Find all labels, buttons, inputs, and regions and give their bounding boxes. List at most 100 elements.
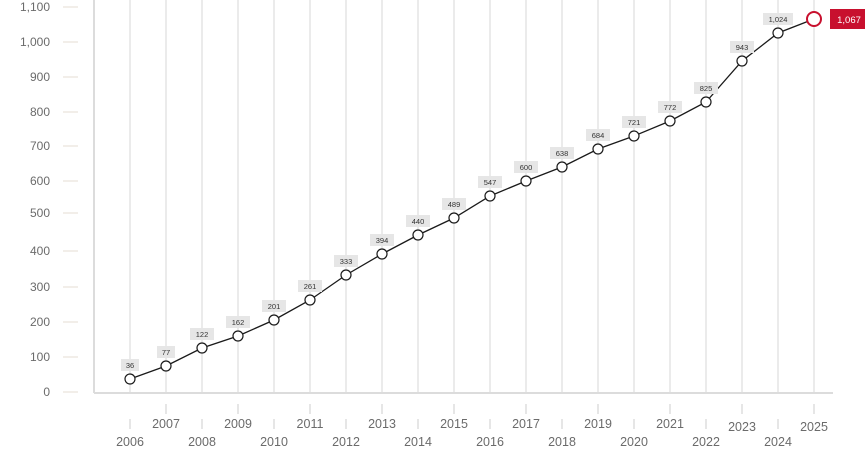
data-label-box [730,41,754,53]
vertical-gridlines [129,0,815,392]
x-tick-label: 2024 [764,435,792,449]
data-label: 600 [520,163,533,172]
data-label-box [658,101,682,113]
x-tick-label: 2023 [728,420,756,434]
data-label-box [514,161,538,173]
y-tick-label: 800 [30,105,50,119]
data-label: 261 [304,282,317,291]
data-point-marker [376,248,388,260]
data-label-box [370,234,394,246]
x-tick-label: 2006 [116,435,144,449]
data-point-marker [412,229,424,241]
data-label-box [226,316,250,328]
x-tick-label: 2025 [800,420,828,434]
data-point-marker [556,161,568,173]
y-tick-label: 700 [30,139,50,153]
data-label-box [478,176,502,188]
data-label: 547 [484,178,497,187]
data-point-marker [448,212,460,224]
data-point-marker [520,175,532,187]
x-tick-label: 2007 [152,417,180,431]
data-point-marker [664,115,676,127]
data-point-marker [340,269,352,281]
data-point-marker [232,330,244,342]
data-point-marker [124,373,136,385]
data-label-box [622,116,646,128]
data-point-marker [772,27,784,39]
y-tick-label: 0 [43,385,50,399]
y-tick-label: 600 [30,174,50,188]
data-label: 440 [412,217,425,226]
x-tick-label: 2021 [656,417,684,431]
y-tick-label: 100 [30,350,50,364]
y-axis: 1,100 1,000 900 800 700 600 500 400 300 200 100 0 [20,0,78,399]
data-point-marker [592,143,604,155]
x-tick-label: 2020 [620,435,648,449]
x-tick-label: 2017 [512,417,540,431]
data-label: 122 [196,330,209,339]
data-label: 489 [448,200,461,209]
data-label: 77 [162,348,170,357]
x-tick-label: 2012 [332,435,360,449]
highlight-marker [806,11,822,27]
data-label: 201 [268,302,281,311]
y-tick-label: 1,000 [20,35,50,49]
data-label-box [121,359,139,371]
data-label: 721 [628,118,641,127]
data-label: 394 [376,236,389,245]
data-point-marker [160,360,172,372]
x-tick-label: 2016 [476,435,504,449]
data-label-box [157,346,175,358]
data-label: 333 [340,257,353,266]
y-tick-label: 400 [30,244,50,258]
data-label-box [586,129,610,141]
y-tick-label: 900 [30,70,50,84]
data-label: 638 [556,149,569,158]
data-label: 825 [700,84,713,93]
data-label: 684 [592,131,605,140]
data-point-marker [628,130,640,142]
x-tick-label: 2015 [440,417,468,431]
data-label-box [190,328,214,340]
data-label-box [694,82,718,94]
highlight-label: 1,067 [837,15,861,26]
data-point-marker [736,55,748,67]
y-tick-label: 500 [30,206,50,220]
x-tick-label: 2018 [548,435,576,449]
data-point-marker [700,96,712,108]
data-label: 36 [126,361,134,370]
data-labels: 36 77 122 162 201 261 333 394 440 489 547 600 638 684… [121,9,865,371]
data-label-box [262,300,286,312]
y-tick-label: 200 [30,315,50,329]
x-tick-label: 2010 [260,435,288,449]
data-label: 772 [664,103,677,112]
y-tick-label: 1,100 [20,0,50,14]
data-label-box [550,147,574,159]
data-point-marker [484,190,496,202]
data-label-box [334,255,358,267]
x-tick-label: 2019 [584,417,612,431]
x-tick-label: 2022 [692,435,720,449]
data-label: 943 [736,43,749,52]
x-tick-label: 2014 [404,435,432,449]
data-label-box [298,280,322,292]
y-tick-label: 300 [30,280,50,294]
series-line [129,18,815,380]
x-tick-label: 2013 [368,417,396,431]
data-label-box [442,198,466,210]
data-point-marker [268,314,280,326]
data-label: 1,024 [769,15,788,24]
x-axis: 2006 2007 2008 2009 2010 2011 2012 2013 2014 2015… [116,404,828,449]
x-tick-label: 2008 [188,435,216,449]
x-tick-label: 2011 [297,417,324,431]
data-label: 162 [232,318,245,327]
data-series [124,11,822,385]
data-point-marker [196,342,208,354]
data-point-marker [304,294,316,306]
x-tick-label: 2009 [224,417,252,431]
axes [93,0,833,394]
data-label-box [763,13,793,25]
data-label-box [406,215,430,227]
highlight-label-box [830,9,865,29]
